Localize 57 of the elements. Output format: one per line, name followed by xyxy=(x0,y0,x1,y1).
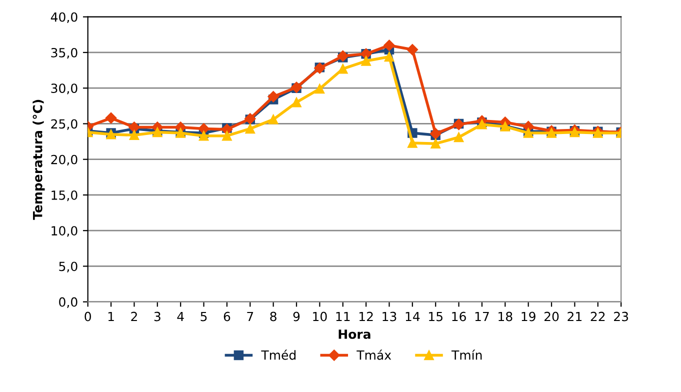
point xyxy=(268,114,278,124)
x-tick-label: 1 xyxy=(108,312,114,322)
x-tick-label: 6 xyxy=(224,312,230,322)
x-tick-label: 16 xyxy=(452,312,466,322)
point xyxy=(408,138,418,148)
point xyxy=(198,130,209,141)
point xyxy=(129,130,140,140)
point xyxy=(477,120,487,130)
point xyxy=(384,40,395,51)
legend-label: Tmín xyxy=(451,350,482,360)
x-tick-label: 3 xyxy=(154,312,160,322)
x-tick-label: 2 xyxy=(131,312,137,322)
x-tick-label: 7 xyxy=(247,312,254,322)
point xyxy=(314,84,325,94)
x-tick-label: 18 xyxy=(498,312,512,322)
x-tick-label: 13 xyxy=(382,312,396,322)
x-axis-title: Hora xyxy=(338,330,370,339)
point xyxy=(105,112,117,124)
y-tick-label: 35,0 xyxy=(51,48,78,59)
x-tick-label: 11 xyxy=(336,312,350,322)
point xyxy=(454,132,464,142)
point xyxy=(245,124,255,134)
point xyxy=(406,44,418,56)
x-tick-label: 14 xyxy=(406,312,420,322)
point xyxy=(430,138,440,149)
y-tick-label: 15,0 xyxy=(52,190,78,202)
y-tick-label: 5,0 xyxy=(59,262,78,272)
x-tick-label: 4 xyxy=(177,312,184,322)
x-tick-label: 17 xyxy=(475,312,489,322)
x-tick-label: 9 xyxy=(293,312,300,322)
x-tick-label: 0 xyxy=(84,312,91,322)
y-tick-label: 40,0 xyxy=(50,12,78,24)
x-tick-label: 5 xyxy=(200,312,207,322)
point xyxy=(384,52,394,62)
legend-label: Tméd xyxy=(261,350,296,360)
x-tick-label: 15 xyxy=(429,312,442,322)
point xyxy=(268,91,279,102)
x-tick-label: 8 xyxy=(270,312,276,322)
x-tick-label: 22 xyxy=(590,312,605,322)
x-tick-label: 12 xyxy=(359,312,373,322)
point xyxy=(292,97,302,108)
y-tick-label: 30,0 xyxy=(51,84,78,94)
y-tick-label: 0,0 xyxy=(59,297,78,308)
legend-label: Tmáx xyxy=(356,350,392,360)
y-tick-label: 25,0 xyxy=(51,119,78,130)
y-tick-label: 10,0 xyxy=(52,226,78,237)
point xyxy=(338,64,348,74)
point xyxy=(361,56,371,66)
y-axis-title: Temperatura (°C) xyxy=(32,100,45,220)
x-tick-label: 10 xyxy=(313,312,327,322)
point xyxy=(337,50,348,62)
x-tick-label: 21 xyxy=(568,312,582,322)
x-tick-label: 23 xyxy=(614,312,628,322)
x-tick-label: 19 xyxy=(522,312,536,322)
x-tick-label: 20 xyxy=(544,312,559,322)
point xyxy=(222,130,232,141)
y-tick-label: 20,0 xyxy=(51,154,78,166)
